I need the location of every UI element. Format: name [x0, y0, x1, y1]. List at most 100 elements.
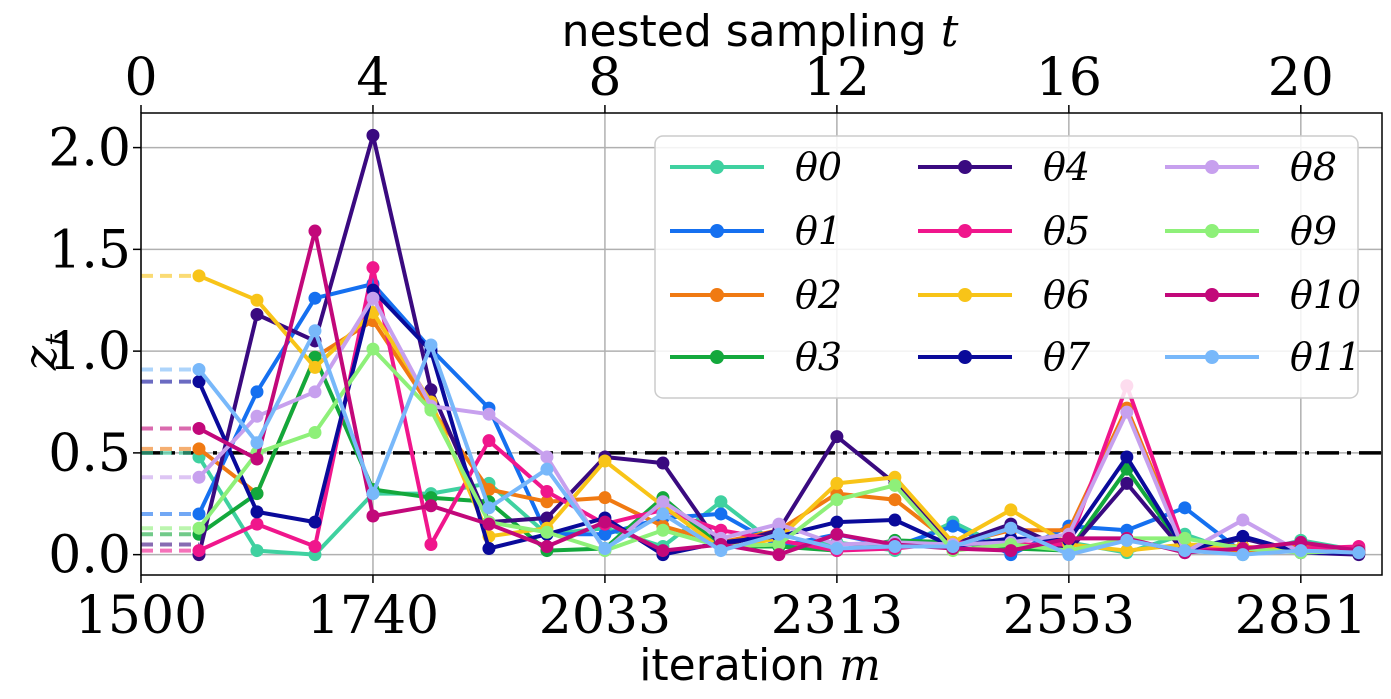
- y-axis-label: zt: [13, 333, 74, 371]
- series-9-point-12: [888, 478, 902, 492]
- series-6-point-7: [598, 454, 612, 468]
- series-10-point-8: [656, 544, 670, 558]
- legend-item-8: θ8: [1165, 145, 1337, 189]
- legend-label-1: θ1: [795, 209, 842, 253]
- top-axis-label-word: nested sampling: [562, 6, 941, 57]
- series-10-point-0: [192, 421, 206, 435]
- series-1-point-7: [598, 527, 612, 541]
- legend-item-5: θ5: [918, 209, 1090, 253]
- y-tick-label-3: 1.5: [48, 220, 131, 280]
- series-1-point-0: [192, 507, 206, 521]
- y-axis-label-sub: t: [39, 333, 74, 346]
- series-4-point-16: [1120, 476, 1134, 490]
- series-4-point-3: [366, 128, 380, 142]
- legend-label-6: θ6: [1043, 273, 1090, 317]
- series-8-point-3: [366, 291, 380, 305]
- series-11-point-10: [772, 527, 786, 541]
- top-tick-label-0: 0: [124, 48, 157, 108]
- series-7-point-18: [1236, 529, 1250, 543]
- series-8-point-5: [482, 407, 496, 421]
- series-11-point-8: [656, 507, 670, 521]
- series-4-point-11: [830, 430, 844, 444]
- legend-label-0: θ0: [795, 145, 842, 189]
- series-10-point-2: [308, 224, 322, 238]
- series-9-point-6: [540, 525, 554, 539]
- series-11-point-3: [366, 487, 380, 501]
- y-tick-label-2: 1.0: [48, 322, 131, 382]
- series-1-point-1: [250, 385, 264, 399]
- series-11-point-9: [714, 544, 728, 558]
- series-11-point-17: [1178, 544, 1192, 558]
- legend-marker-8: [1205, 160, 1219, 174]
- series-5-point-2: [308, 540, 322, 554]
- series-9-point-0: [192, 521, 206, 535]
- x-axis-label-var: m: [839, 640, 881, 691]
- legend-marker-2: [710, 288, 724, 302]
- series-8-point-16: [1120, 405, 1134, 419]
- y-tick-label-0: 0.0: [48, 526, 131, 586]
- legend-label-10: θ10: [1290, 273, 1361, 317]
- series-group: [141, 128, 1366, 562]
- y-tick-label-1: 0.5: [48, 424, 131, 484]
- legend-item-1: θ1: [670, 209, 842, 253]
- series-11-point-2: [308, 324, 322, 338]
- series-11-point-13: [946, 540, 960, 554]
- top-tick-label-2: 8: [588, 48, 621, 108]
- series-11-point-20: [1352, 546, 1366, 560]
- series-8-point-8: [656, 495, 670, 509]
- series-8-point-1: [250, 409, 264, 423]
- series-5-point-5: [482, 434, 496, 448]
- plot-frame: [140, 112, 1383, 576]
- series-0-point-9: [714, 495, 728, 509]
- series-10-point-5: [482, 517, 496, 531]
- x-axis-label: iteration m: [639, 640, 881, 691]
- series-8-point-18: [1236, 513, 1250, 527]
- legend-label-3: θ3: [795, 335, 842, 379]
- y-tick-label-4: 2.0: [48, 119, 131, 179]
- series-3-point-1: [250, 487, 264, 501]
- series-11-point-1: [250, 436, 264, 450]
- series-9-point-8: [656, 523, 670, 537]
- series-10-point-1: [250, 452, 264, 466]
- legend-marker-10: [1205, 288, 1219, 302]
- legend-label-7: θ7: [1043, 335, 1091, 379]
- series-6-point-0: [192, 269, 206, 283]
- y-axis-label-main: z: [13, 345, 67, 371]
- series-10-point-15: [1062, 531, 1076, 545]
- series-4-point-4: [424, 383, 438, 397]
- series-11-point-19: [1294, 544, 1308, 558]
- series-0-point-1: [250, 544, 264, 558]
- legend-label-9: θ9: [1290, 209, 1337, 253]
- series-4-point-6: [540, 511, 554, 525]
- series-11-point-14: [1004, 521, 1018, 535]
- legend-item-11: θ11: [1165, 335, 1361, 379]
- series-10-point-10: [772, 548, 786, 562]
- series-8-point-0: [192, 470, 206, 484]
- series-6-point-11: [830, 476, 844, 490]
- series-10-point-6: [540, 540, 554, 554]
- series-10-point-7: [598, 515, 612, 529]
- series-1-point-2: [308, 291, 322, 305]
- series-6-point-14: [1004, 503, 1018, 517]
- bottom-tick-label-0: 1500: [75, 586, 207, 646]
- bottom-tick-label-3: 2313: [771, 586, 903, 646]
- series-11-point-15: [1062, 548, 1076, 562]
- legend-item-2: θ2: [670, 273, 842, 317]
- series-9-point-2: [308, 426, 322, 440]
- series-6-point-16: [1120, 544, 1134, 558]
- legend-marker-11: [1205, 350, 1219, 364]
- series-7-point-5: [482, 542, 496, 556]
- series-1-point-9: [714, 507, 728, 521]
- legend-item-4: θ4: [918, 145, 1090, 189]
- legend-marker-0: [710, 160, 724, 174]
- series-4-point-8: [656, 456, 670, 470]
- series-11-point-16: [1120, 533, 1134, 547]
- series-11-point-0: [192, 362, 206, 376]
- series-11-point-7: [598, 542, 612, 556]
- series-2-point-12: [888, 493, 902, 507]
- legend-label-5: θ5: [1043, 209, 1090, 253]
- ticks: 0 1500 4 1740 8 2033 12 2313 16 2553 20 2851 0.0 0.5 1…: [48, 48, 1367, 646]
- legend-marker-6: [958, 288, 972, 302]
- series-7-point-11: [830, 515, 844, 529]
- series-11: [141, 324, 1366, 562]
